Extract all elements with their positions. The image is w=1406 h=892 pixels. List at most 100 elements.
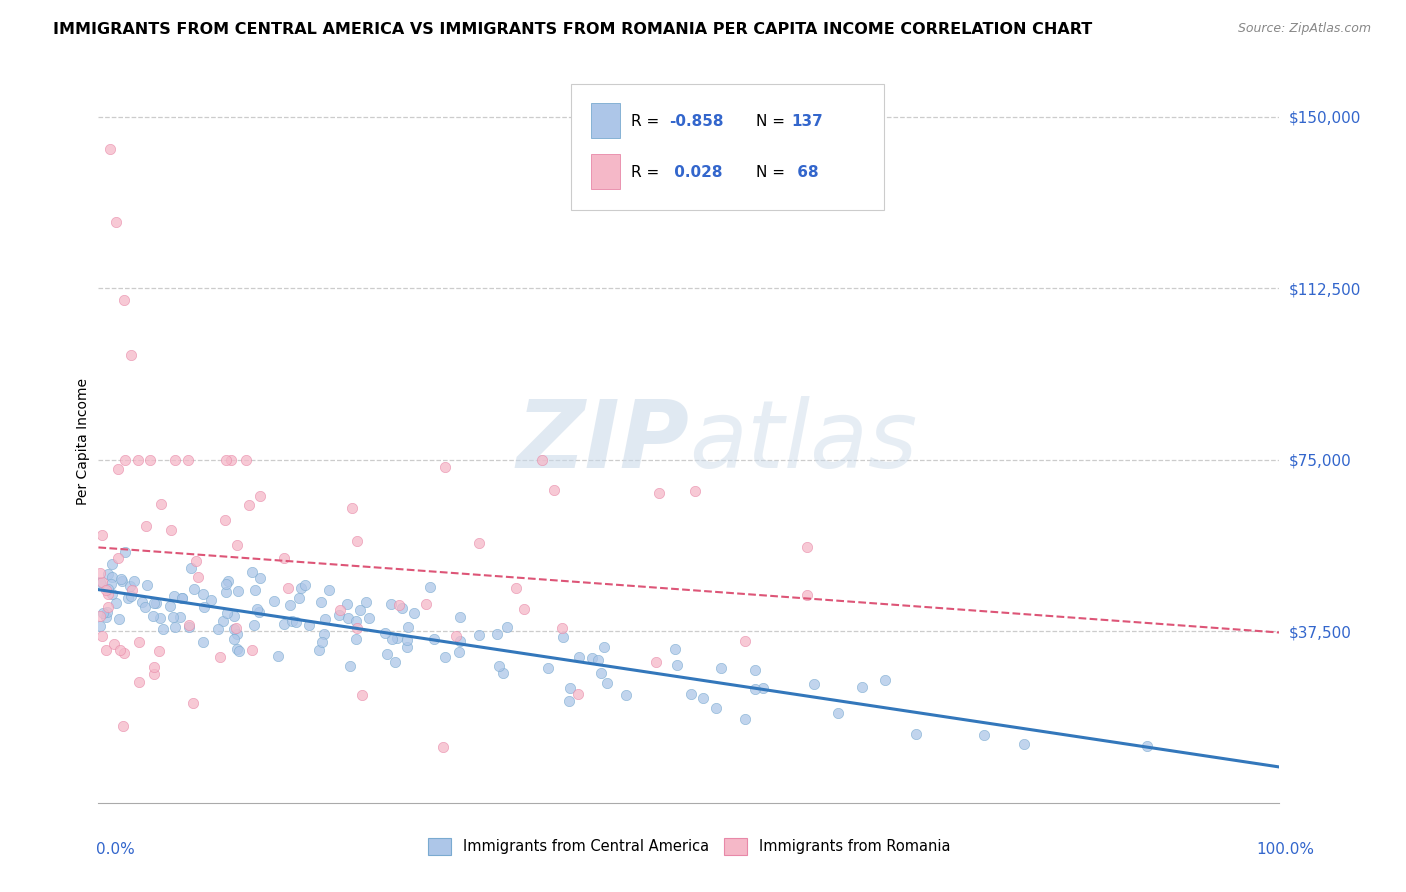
Point — [434, 459, 457, 474]
Point — [219, 453, 242, 467]
Point — [93, 606, 115, 620]
Point — [581, 651, 603, 665]
Point — [97, 567, 120, 582]
Point — [246, 602, 269, 616]
Point — [90, 527, 112, 541]
Point — [614, 688, 637, 702]
Point — [121, 348, 143, 362]
Point — [290, 581, 312, 595]
Point — [128, 635, 150, 649]
Point — [530, 453, 553, 467]
Point — [114, 545, 136, 559]
Point — [404, 607, 426, 621]
Point — [240, 565, 263, 579]
Point — [90, 575, 112, 590]
Point — [217, 574, 239, 589]
FancyBboxPatch shape — [591, 154, 620, 189]
Point — [665, 657, 688, 672]
Point — [143, 596, 166, 610]
Point — [550, 621, 572, 635]
Point — [342, 500, 364, 515]
Point — [96, 583, 118, 598]
Point — [710, 661, 733, 675]
Point — [242, 618, 264, 632]
Point — [100, 570, 122, 584]
Text: -0.858: -0.858 — [669, 114, 723, 129]
Point — [222, 609, 245, 624]
Point — [648, 486, 671, 500]
Point — [187, 570, 209, 584]
Point — [96, 642, 118, 657]
Point — [96, 610, 118, 624]
Point — [973, 728, 995, 742]
Point — [433, 650, 456, 665]
Point — [314, 611, 336, 625]
Point — [143, 667, 166, 681]
Point — [803, 677, 825, 691]
Point — [567, 687, 589, 701]
Point — [163, 589, 186, 603]
Point — [485, 627, 508, 641]
Y-axis label: Per Capita Income: Per Capita Income — [76, 378, 90, 505]
Text: IMMIGRANTS FROM CENTRAL AMERICA VS IMMIGRANTS FROM ROMANIA PER CAPITA INCOME COR: IMMIGRANTS FROM CENTRAL AMERICA VS IMMIG… — [53, 22, 1092, 37]
Point — [344, 614, 367, 628]
Point — [468, 628, 491, 642]
Point — [560, 681, 582, 696]
Point — [142, 608, 165, 623]
Point — [149, 611, 172, 625]
Point — [200, 593, 222, 607]
Point — [226, 626, 249, 640]
Point — [127, 453, 149, 467]
Point — [664, 642, 686, 657]
Point — [89, 566, 111, 581]
Point — [273, 551, 295, 566]
Point — [136, 577, 159, 591]
Point — [449, 645, 471, 659]
Point — [346, 632, 368, 646]
Point — [209, 650, 232, 665]
Point — [160, 524, 183, 538]
Point — [396, 640, 419, 654]
Point — [149, 496, 172, 510]
Point — [89, 575, 111, 590]
Point — [396, 633, 419, 648]
FancyBboxPatch shape — [591, 103, 620, 138]
Point — [134, 600, 156, 615]
Point — [423, 632, 446, 646]
Point — [122, 574, 145, 589]
Point — [177, 618, 200, 632]
Text: 137: 137 — [792, 114, 824, 129]
Point — [875, 673, 897, 687]
Point — [744, 664, 766, 678]
Point — [352, 689, 374, 703]
Point — [796, 540, 818, 554]
Point — [90, 629, 112, 643]
Point — [328, 608, 350, 623]
Text: 68: 68 — [792, 164, 818, 179]
Point — [488, 658, 510, 673]
Point — [568, 650, 591, 665]
Point — [249, 489, 271, 503]
Point — [159, 599, 181, 614]
Point — [191, 587, 214, 601]
Text: 0.028: 0.028 — [669, 164, 723, 179]
Point — [381, 632, 404, 647]
Point — [294, 578, 316, 592]
Point — [224, 632, 246, 647]
Point — [145, 596, 167, 610]
Point — [96, 605, 118, 619]
Legend: Immigrants from Central America, Immigrants from Romania: Immigrants from Central America, Immigra… — [422, 832, 956, 861]
Point — [131, 595, 153, 609]
Point — [193, 600, 215, 615]
Point — [222, 622, 245, 636]
Point — [207, 622, 229, 636]
Text: 100.0%: 100.0% — [1257, 842, 1315, 856]
Point — [449, 633, 471, 648]
Point — [593, 640, 616, 654]
Point — [98, 142, 121, 156]
Point — [318, 583, 340, 598]
Point — [752, 681, 775, 696]
Point — [391, 600, 413, 615]
Point — [135, 519, 157, 533]
Point — [96, 587, 118, 601]
